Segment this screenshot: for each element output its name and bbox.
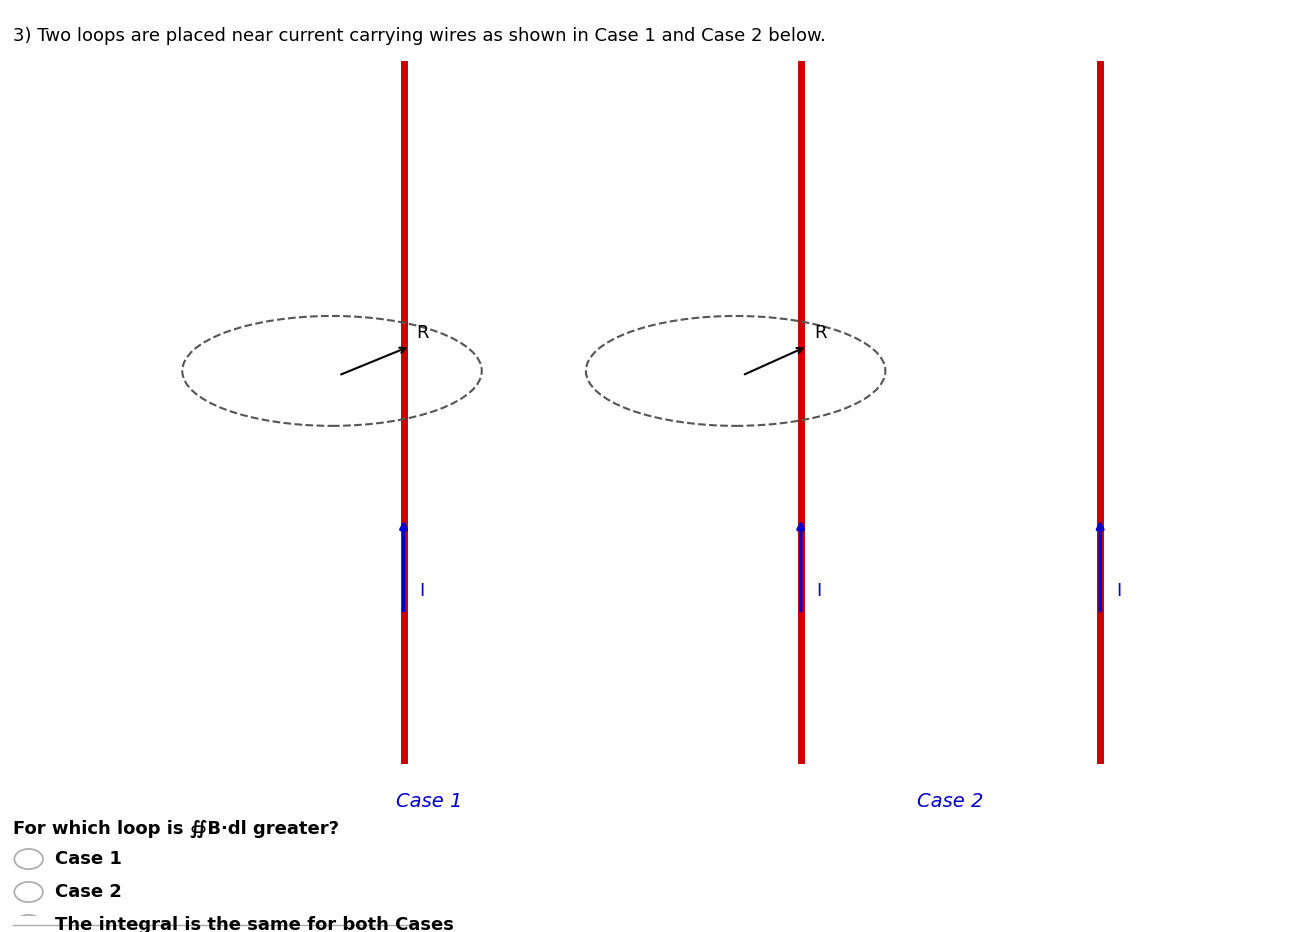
Text: Case 2: Case 2	[55, 883, 121, 901]
Text: Case 2: Case 2	[918, 792, 983, 811]
Text: I: I	[816, 582, 822, 599]
Text: I: I	[1116, 582, 1121, 599]
Text: Case 1: Case 1	[397, 792, 462, 811]
Circle shape	[14, 882, 43, 902]
Text: For which loop is ∯B·dl greater?: For which loop is ∯B·dl greater?	[13, 819, 339, 838]
Text: R: R	[417, 323, 430, 342]
Circle shape	[14, 849, 43, 870]
Text: 3) Two loops are placed near current carrying wires as shown in Case 1 and Case : 3) Two loops are placed near current car…	[13, 27, 825, 46]
Circle shape	[14, 915, 43, 932]
Text: R: R	[814, 323, 827, 342]
Text: The integral is the same for both Cases: The integral is the same for both Cases	[55, 916, 453, 932]
Text: Case 1: Case 1	[55, 850, 121, 868]
Text: I: I	[419, 582, 424, 599]
